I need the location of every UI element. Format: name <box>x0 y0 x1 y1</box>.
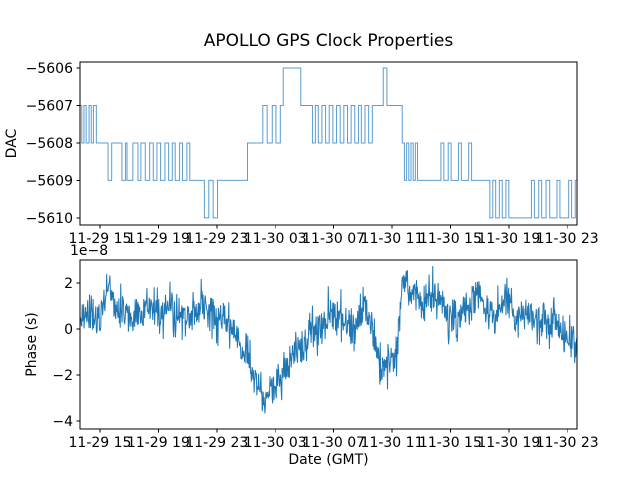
x-tick-label: 11-29 23 <box>185 231 248 247</box>
y-tick-label: −5608 <box>26 136 73 152</box>
x-tick-label: 11-30 19 <box>477 231 540 247</box>
x-tick-label: 11-30 15 <box>419 231 482 247</box>
x-tick-label: 11-30 15 <box>419 435 482 451</box>
x-tick-label: 11-30 07 <box>302 435 365 451</box>
x-tick-label: 11-30 11 <box>361 435 424 451</box>
x-tick-label: 11-29 23 <box>185 435 248 451</box>
y-tick-label: 0 <box>64 322 73 338</box>
dac-step-line <box>80 67 577 219</box>
x-tick-label: 11-30 19 <box>477 435 540 451</box>
y-tick-label: 2 <box>64 276 73 292</box>
phase-plot-frame <box>79 259 578 430</box>
x-tick-label: 11-29 15 <box>69 435 132 451</box>
y-tick-label: −5609 <box>26 173 73 189</box>
chart-title: APOLLO GPS Clock Properties <box>204 31 454 51</box>
x-tick-label: 11-30 03 <box>244 231 307 247</box>
y-axis-offset-exponent-label: 1e−8 <box>70 243 108 259</box>
phase-noise-line <box>80 266 577 414</box>
x-tick-label: 11-30 23 <box>536 231 599 247</box>
y-tick-label: −5606 <box>26 61 73 77</box>
y-tick-label: −5610 <box>26 211 73 227</box>
dac-y-axis-label: DAC <box>4 128 20 158</box>
x-tick-label: 11-29 19 <box>127 231 190 247</box>
y-tick-label: −2 <box>52 368 73 384</box>
x-tick-label: 11-29 15 <box>69 231 132 247</box>
x-tick-label: 11-29 19 <box>127 435 190 451</box>
dac-plot-frame <box>79 61 578 226</box>
y-tick-label: −4 <box>52 414 73 430</box>
phase-y-axis-label: Phase (s) <box>24 312 40 376</box>
x-tick-label: 11-30 03 <box>244 435 307 451</box>
y-tick-label: −5607 <box>26 98 73 114</box>
x-tick-label: 11-30 23 <box>536 435 599 451</box>
x-axis-label: Date (GMT) <box>288 452 368 468</box>
x-tick-label: 11-30 07 <box>302 231 365 247</box>
x-tick-label: 11-30 11 <box>361 231 424 247</box>
